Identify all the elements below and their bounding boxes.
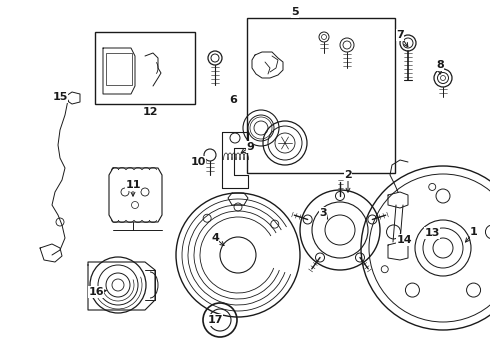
- Text: 17: 17: [207, 315, 223, 325]
- Text: 9: 9: [246, 142, 254, 152]
- Text: 3: 3: [319, 208, 327, 218]
- Text: 6: 6: [229, 95, 237, 105]
- Bar: [95, 32, 195, 104]
- Text: 5: 5: [291, 7, 299, 17]
- Text: 7: 7: [396, 30, 404, 40]
- Text: 1: 1: [470, 227, 478, 237]
- Bar: [247, 18, 395, 173]
- Text: 16: 16: [88, 287, 104, 297]
- Text: 2: 2: [344, 170, 352, 180]
- Text: 12: 12: [142, 107, 158, 117]
- Text: 4: 4: [211, 233, 219, 243]
- Text: 11: 11: [125, 180, 141, 190]
- Text: 13: 13: [424, 228, 440, 238]
- Bar: [106, 53, 132, 85]
- Text: 15: 15: [52, 92, 68, 102]
- Text: 14: 14: [396, 235, 412, 245]
- Text: 8: 8: [436, 60, 444, 70]
- Text: 10: 10: [190, 157, 206, 167]
